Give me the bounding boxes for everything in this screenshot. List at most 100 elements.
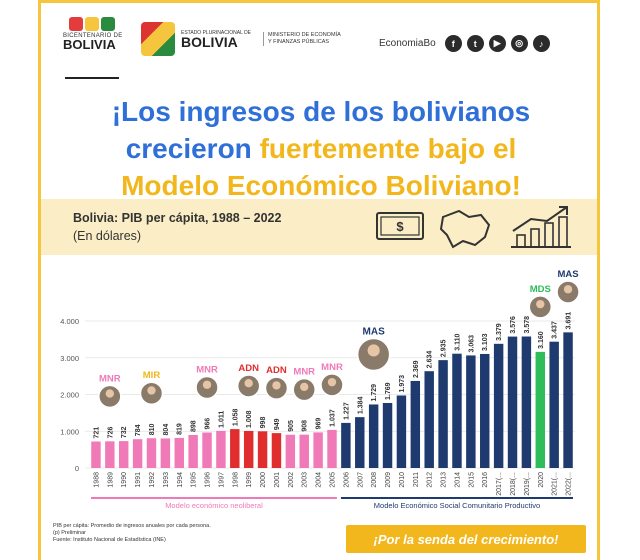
x-tick-label: 2013	[441, 472, 448, 488]
x-tick-label: 2005	[330, 472, 337, 488]
x-tick-label: 1995	[191, 472, 198, 488]
x-tick-label: 1999	[246, 472, 253, 488]
headline-part2: crecieron	[125, 133, 252, 164]
header: BICENTENARIO DE BOLIVIA ESTADO PLURINACI…	[41, 3, 597, 73]
portrait-face	[300, 382, 309, 392]
tiktok-icon[interactable]: ♪	[532, 35, 550, 52]
data-label: 1.384	[357, 397, 364, 415]
bar	[410, 380, 421, 468]
x-tick-label: 1992	[149, 472, 156, 488]
subtitle-band	[41, 199, 597, 255]
bicentenario-line2: BOLIVIA	[63, 37, 116, 52]
coat-of-arms-icon	[141, 22, 175, 56]
x-tick-label: 1993	[163, 472, 170, 488]
instagram-icon[interactable]: ◎	[510, 35, 528, 52]
estado-line1: ESTADO PLURINACIONAL DE	[181, 29, 252, 36]
party-label: MNR	[99, 373, 121, 384]
x-tick-label: 2021(...	[552, 472, 559, 496]
x-tick-label: 2014	[454, 472, 461, 488]
chart-title: Bolivia: PIB per cápita, 1988 – 2022	[73, 211, 282, 225]
data-label: 969	[316, 418, 323, 430]
portrait-face	[367, 344, 380, 357]
bar	[549, 341, 559, 468]
party-label: ADN	[238, 363, 259, 374]
bar	[493, 343, 504, 468]
bar	[396, 395, 407, 468]
bar	[188, 434, 198, 468]
y-tick-label: 1.000	[60, 427, 79, 436]
ministerio-name: MINISTERIO DE ECONOMÍA Y FINANZAS PÚBLIC…	[263, 32, 345, 46]
facebook-icon[interactable]: f	[444, 35, 462, 52]
bar	[257, 431, 268, 468]
x-tick-label: 1988	[93, 472, 100, 488]
bar	[202, 432, 212, 468]
x-tick-label: 1997	[218, 472, 225, 488]
bar	[535, 351, 546, 468]
estado-logo: ESTADO PLURINACIONAL DE BOLIVIA MINISTER…	[141, 19, 381, 59]
party-label: MDS	[530, 284, 551, 295]
party-label: MAS	[557, 269, 578, 280]
bar	[341, 422, 351, 468]
period-label: Modelo económico neoliberal	[165, 501, 263, 510]
growth-chart-icon	[511, 206, 571, 248]
party-label: MIR	[143, 370, 161, 381]
bar	[299, 434, 309, 468]
bar	[438, 360, 448, 468]
data-label: 1.729	[371, 384, 378, 402]
headline-part3: fuertemente bajo el	[259, 133, 517, 164]
x-tick-label: 1991	[135, 472, 142, 488]
x-tick-label: 2011	[413, 472, 420, 487]
svg-text:$: $	[396, 219, 404, 234]
bar	[424, 371, 434, 468]
bar	[563, 332, 573, 468]
data-label: 1.037	[330, 409, 337, 427]
data-label: 1.973	[399, 375, 406, 393]
data-label: 819	[177, 423, 184, 435]
bar	[91, 441, 101, 468]
x-tick-label: 2001	[274, 472, 281, 488]
data-label: 1.011	[218, 411, 225, 428]
data-label: 2.634	[427, 351, 434, 369]
footnote-source: Fuente: Instituto Nacional de Estadístic…	[53, 537, 166, 543]
x-tick-label: 1990	[121, 472, 128, 488]
twitter-icon[interactable]: t	[466, 35, 484, 52]
bar	[230, 429, 240, 468]
x-tick-label: 2002	[288, 472, 295, 488]
party-label: MNR	[321, 362, 343, 373]
portrait-face	[327, 377, 337, 387]
data-label: 721	[93, 427, 100, 439]
data-label: 3.063	[468, 335, 475, 353]
youtube-icon[interactable]: ▶	[488, 35, 506, 52]
social-handle: EconomiaBo	[379, 38, 436, 49]
data-label: 3.437	[552, 321, 559, 339]
data-label: 3.691	[566, 312, 573, 330]
portrait-face	[244, 379, 253, 388]
y-tick-label: 0	[75, 464, 79, 473]
headline-part4: Modelo Económico Boliviano!	[121, 170, 521, 201]
bar	[313, 432, 323, 468]
x-tick-label: 2000	[260, 472, 267, 488]
party-label: MAS	[363, 326, 386, 337]
data-label: 905	[288, 420, 295, 432]
data-label: 1.227	[343, 402, 350, 420]
money-icon: $	[376, 212, 424, 240]
bar	[105, 441, 115, 468]
data-label: 2.369	[413, 360, 420, 378]
bar	[285, 434, 296, 468]
bar	[466, 355, 476, 468]
data-label: 3.110	[454, 333, 461, 350]
bicentenario-logo: BICENTENARIO DE BOLIVIA	[63, 17, 133, 65]
party-label: MNR	[293, 367, 315, 378]
data-label: 1.058	[232, 408, 239, 426]
bar	[146, 438, 157, 468]
x-tick-label: 2003	[302, 472, 309, 488]
data-label: 3.576	[510, 316, 517, 334]
x-tick-label: 2010	[399, 472, 406, 488]
bar	[216, 430, 226, 468]
data-label: 908	[302, 420, 309, 432]
data-label: 1.008	[246, 410, 253, 428]
data-label: 998	[260, 417, 267, 429]
bar	[118, 441, 129, 468]
x-tick-label: 2017(...	[496, 472, 503, 496]
x-tick-label: 1996	[205, 472, 212, 488]
